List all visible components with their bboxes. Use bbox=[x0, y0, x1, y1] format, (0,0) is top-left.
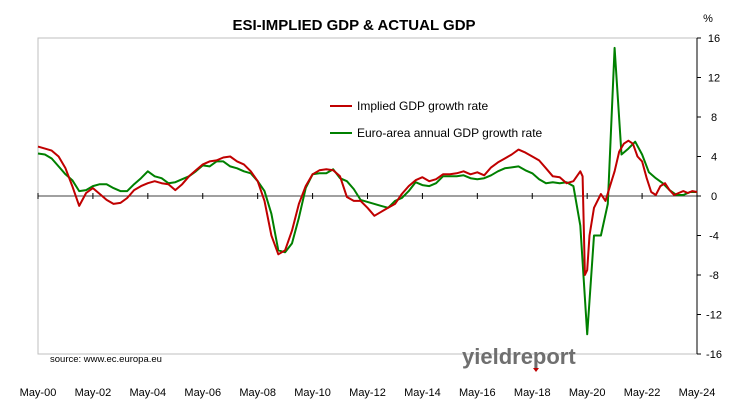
series-line-euro-area-gdp bbox=[37, 46, 697, 336]
x-tick-label: May-24 bbox=[679, 387, 716, 399]
y-tick-label: -12 bbox=[706, 310, 722, 322]
x-tick-label: May-02 bbox=[75, 387, 112, 399]
chart-legend: Implied GDP growth rate Euro-area annual… bbox=[330, 99, 543, 140]
x-tick-label: May-12 bbox=[349, 387, 386, 399]
y-tick-label: 12 bbox=[708, 73, 720, 85]
logo-marker-icon bbox=[533, 368, 539, 372]
x-tick-label: May-06 bbox=[184, 387, 221, 399]
x-tick-label: May-00 bbox=[20, 387, 57, 399]
x-tick-label: May-20 bbox=[569, 387, 606, 399]
x-tick-label: May-08 bbox=[239, 387, 276, 399]
x-tick-label: May-04 bbox=[129, 387, 166, 399]
y-tick-label: -4 bbox=[709, 231, 719, 243]
y-tick-label: 8 bbox=[711, 112, 717, 124]
series-line-implied-gdp bbox=[37, 139, 698, 276]
x-tick-label: May-22 bbox=[624, 387, 661, 399]
yieldreport-logo: yieldreport bbox=[462, 344, 576, 369]
y-tick-label: -16 bbox=[706, 349, 722, 361]
y-axis-unit-label: % bbox=[703, 13, 713, 25]
x-tick-label: May-16 bbox=[459, 387, 496, 399]
chart-title: ESI-IMPLIED GDP & ACTUAL GDP bbox=[232, 17, 475, 34]
y-tick-label: 0 bbox=[711, 191, 717, 203]
y-tick-label: -8 bbox=[709, 270, 719, 282]
x-tick-label: May-10 bbox=[294, 387, 331, 399]
legend-label-implied-gdp: Implied GDP growth rate bbox=[357, 99, 488, 113]
x-tick-label: May-14 bbox=[404, 387, 441, 399]
series-group bbox=[37, 46, 698, 336]
legend-label-euro-area-gdp: Euro-area annual GDP growth rate bbox=[357, 126, 543, 140]
y-tick-label: 4 bbox=[711, 152, 717, 164]
x-tick-label: May-18 bbox=[514, 387, 551, 399]
source-note: source: www.ec.europa.eu bbox=[50, 354, 162, 365]
axes-group: 16 12 8 4 0 -4 -8 -12 -16 May-00 May-02 May-04 May-0… bbox=[20, 33, 722, 399]
y-tick-label: 16 bbox=[708, 33, 720, 45]
